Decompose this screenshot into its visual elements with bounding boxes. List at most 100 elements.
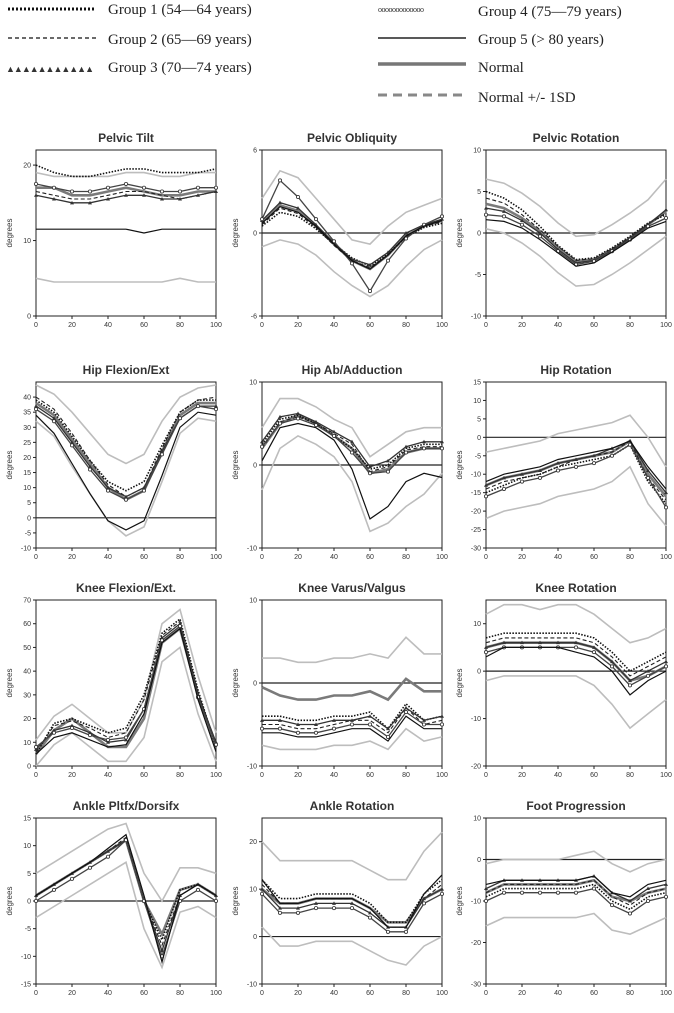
x-tick-label: 40: [330, 990, 338, 997]
series-group-4-point: [421, 446, 426, 451]
series-group-3-point: [440, 887, 444, 891]
x-tick-label: 60: [366, 990, 374, 997]
y-tick-label: 35: [23, 410, 31, 417]
y-tick-label: -15: [471, 490, 481, 497]
series-group-4-point: [439, 446, 444, 451]
x-tick-label: 80: [402, 554, 410, 561]
series-group-4-point: [403, 710, 408, 715]
chart-title: Knee Flexion/Ext.: [76, 581, 176, 595]
legend-item-group3: ▲▲▲▲▲▲▲▲▲▲▲ Group 3 (70—74 years): [6, 60, 252, 76]
y-tick-label: 0: [477, 231, 481, 238]
series-group-1: [261, 879, 443, 924]
chart-title: Hip Flexion/Ext: [83, 363, 170, 377]
y-tick-label: -10: [247, 546, 257, 553]
x-tick-label: 60: [590, 322, 598, 329]
plot-frame: [485, 817, 667, 985]
x-tick-label: 0: [34, 990, 38, 997]
series-group-4-point: [34, 181, 39, 186]
series-group-4-point: [439, 214, 444, 219]
series-normal-minus-sd: [261, 926, 443, 966]
series-group-4-point: [403, 929, 408, 934]
series-group-3-point: [314, 722, 318, 726]
chart-title: Knee Rotation: [535, 581, 616, 595]
series-group-4-point: [52, 419, 57, 424]
y-axis-label: degrees: [5, 451, 14, 480]
y-tick-label: 10: [473, 621, 481, 628]
y-tick-label: 60: [23, 621, 31, 628]
x-tick-label: 100: [210, 990, 222, 997]
series-group-4-point: [70, 876, 75, 881]
series-group-4-point: [260, 726, 265, 731]
series-group-4-point: [367, 722, 372, 727]
series-group-4-point: [296, 195, 301, 200]
series-group-3-point: [260, 887, 264, 891]
series-group-4-point: [296, 730, 301, 735]
y-tick-label: 0: [253, 934, 257, 941]
series-group-4-point: [645, 899, 650, 904]
y-tick-label: -10: [247, 982, 257, 989]
legend-item-group5: Group 5 (> 80 years): [378, 32, 604, 48]
series-group-4-point: [260, 444, 265, 449]
y-tick-label: 20: [23, 716, 31, 723]
y-tick-label: 10: [23, 843, 31, 850]
series-group-3-point: [314, 419, 318, 424]
x-tick-label: 60: [590, 554, 598, 561]
y-tick-label: -10: [471, 716, 481, 723]
series-group-3-point: [386, 726, 390, 731]
series-group-4-point: [403, 236, 408, 241]
y-tick-label: -20: [471, 509, 481, 516]
x-tick-label: 40: [104, 990, 112, 997]
series-group-4-point: [385, 258, 390, 263]
y-tick-label: -10: [471, 314, 481, 321]
y-axis-label: degrees: [455, 451, 464, 480]
series-group-3-point: [350, 439, 354, 444]
series-group-2: [35, 396, 217, 498]
series-group-5: [485, 646, 667, 696]
chart-panel: Hip Flexion/Ext -10 -5 0 5 10 15 20 25 30 35 40 0 20 4…: [0, 360, 224, 572]
series-normal-plus-sd: [485, 603, 667, 644]
y-axis-label: degrees: [5, 669, 14, 698]
series-group-4-point: [124, 735, 129, 740]
series-group-3-point: [592, 645, 596, 649]
chart-panel: Ankle Rotation -10 0 10 20 0 20 40 60 80 100 degree…: [226, 796, 450, 1008]
y-tick-label: 40: [23, 669, 31, 676]
series-group-5: [35, 833, 217, 965]
series-group-4-point: [213, 185, 218, 190]
series-group-3-point: [332, 718, 336, 722]
chart-title: Ankle Rotation: [310, 799, 395, 813]
x-tick-label: 20: [294, 554, 302, 561]
series-group-4-point: [314, 906, 319, 911]
series-group-5: [485, 440, 667, 490]
series-group-3-point: [88, 200, 92, 205]
x-tick-label: 80: [626, 554, 634, 561]
series-group-4-point: [439, 722, 444, 727]
series-group-4-point: [141, 488, 146, 493]
y-tick-label: 15: [23, 470, 31, 477]
series-group-4-point: [502, 214, 507, 219]
y-tick-label: 0: [477, 669, 481, 676]
x-tick-label: 100: [660, 322, 672, 329]
series-group-3-point: [520, 218, 524, 223]
chart-svg: Ankle Pltfx/Dorsifx -15 -10 -5 0 5 10 15 0 20 40 60…: [5, 799, 222, 997]
chart-panel: Foot Progression -30 -20 -10 0 10 0 20 40 60 80 100…: [450, 796, 674, 1008]
x-tick-label: 20: [68, 554, 76, 561]
y-tick-label: 6: [253, 148, 257, 155]
x-tick-label: 80: [402, 990, 410, 997]
series-group-4-point: [124, 181, 129, 186]
series-group-3-point: [106, 485, 110, 490]
y-tick-label: 10: [249, 887, 257, 894]
series-group-3-point: [368, 910, 372, 915]
series-group-3-point: [368, 262, 372, 267]
series-group-4-point: [484, 650, 489, 655]
series-group-4-point: [350, 261, 355, 266]
chart-panel: Hip Rotation -30 -25 -20 -15 -10 -5 0 5 10 15 0 20 40…: [450, 360, 674, 572]
x-tick-label: 0: [34, 554, 38, 561]
series-group-4-point: [159, 452, 164, 457]
series-group-3-point: [592, 453, 596, 458]
x-tick-label: 100: [210, 322, 222, 329]
series-group-3-point: [196, 193, 200, 197]
legend-label-group1: Group 1 (54—64 years): [108, 2, 252, 18]
y-tick-label: 5: [27, 871, 31, 878]
chart-title: Pelvic Tilt: [98, 131, 154, 145]
